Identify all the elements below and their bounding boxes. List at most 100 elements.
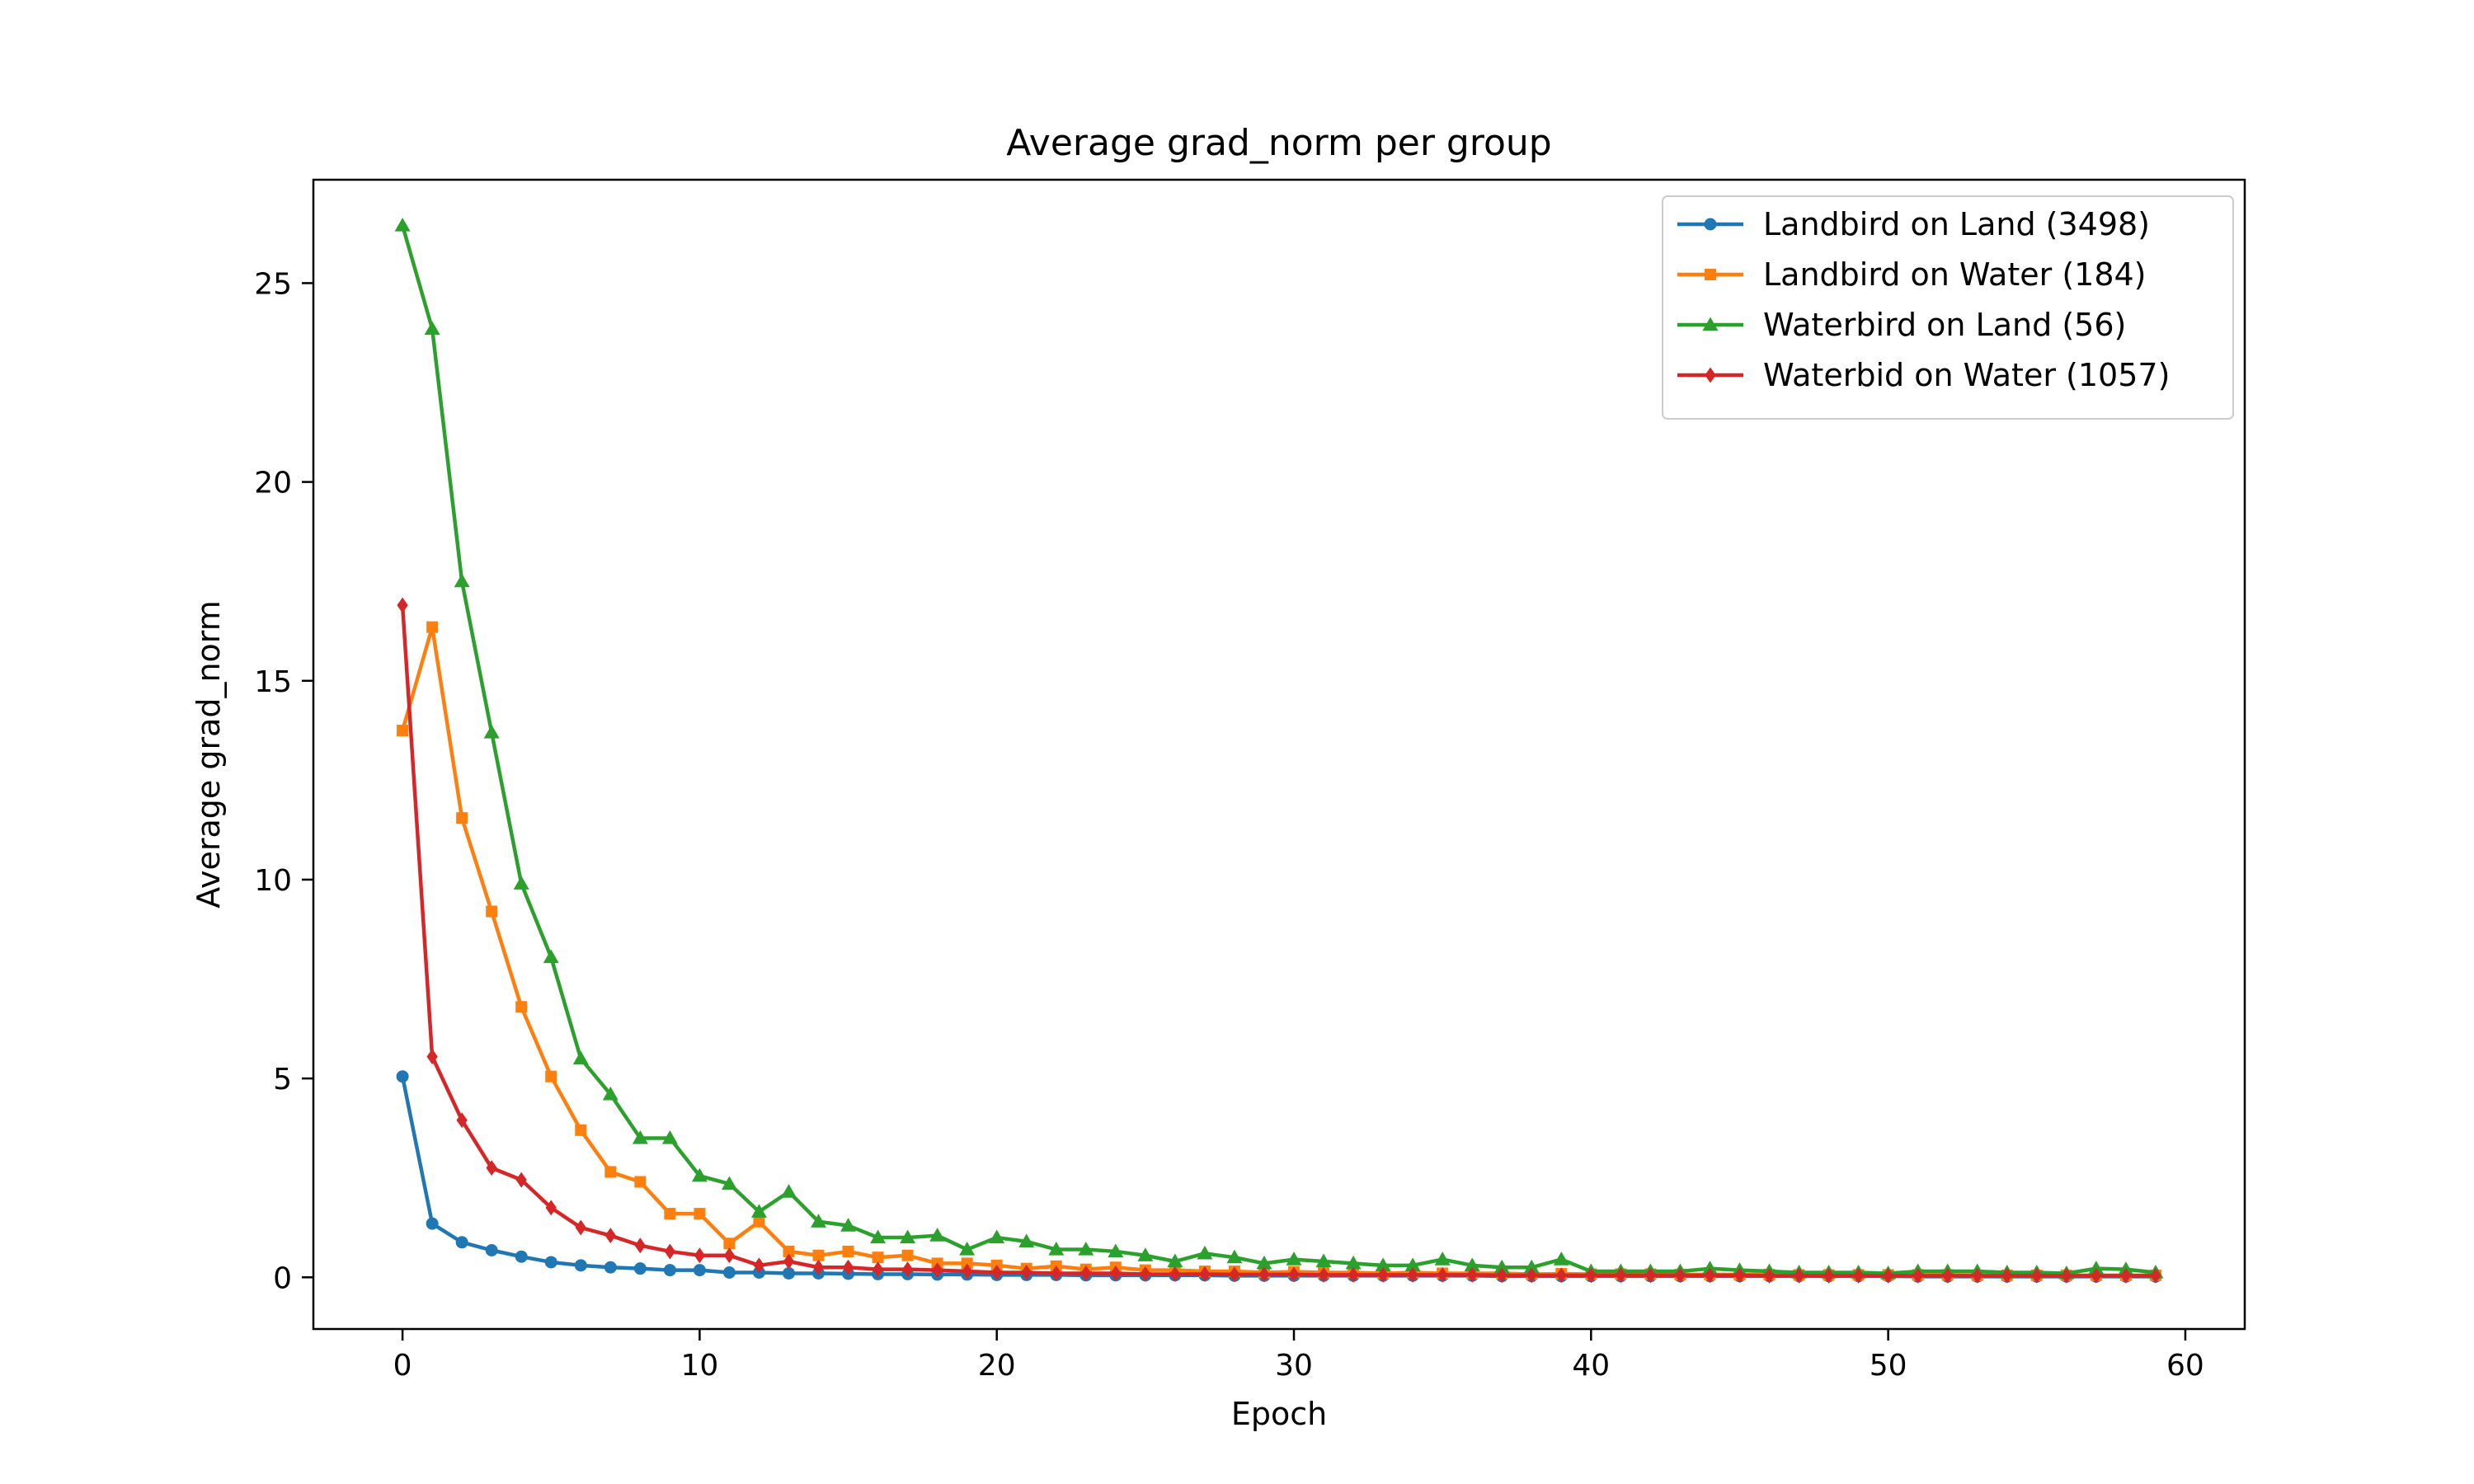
legend-label: Landbird on Water (184) (1763, 256, 2147, 293)
y-tick-label: 0 (273, 1261, 292, 1295)
data-point (1288, 1266, 1300, 1283)
data-point (634, 1237, 646, 1254)
data-point (1972, 1267, 1983, 1284)
data-point (1169, 1266, 1181, 1282)
data-point (1493, 1259, 1510, 1274)
data-point (1167, 1253, 1183, 1268)
data-point (812, 1249, 825, 1261)
data-point (575, 1124, 587, 1136)
plot-frame (312, 178, 2246, 1331)
data-point (1051, 1265, 1062, 1281)
data-point (1048, 1242, 1065, 1256)
data-point (515, 1172, 527, 1188)
data-point (812, 1259, 825, 1275)
data-point (634, 1176, 647, 1188)
data-point (454, 573, 470, 588)
data-point (483, 724, 500, 739)
data-point (1199, 1266, 1211, 1282)
data-point (456, 812, 468, 824)
data-point (723, 1247, 736, 1264)
x-tick-label: 40 (1572, 1349, 1610, 1383)
x-tick-label: 30 (1275, 1349, 1313, 1383)
data-point (2150, 1267, 2161, 1284)
data-point (1674, 1267, 1686, 1284)
data-point (456, 1112, 468, 1129)
data-point (426, 621, 439, 633)
data-point (961, 1257, 973, 1270)
data-point (1704, 1267, 1716, 1284)
data-point (1496, 1267, 1507, 1284)
data-point (1585, 1267, 1597, 1284)
x-tick-label: 60 (2166, 1349, 2204, 1383)
data-point (1226, 1249, 1243, 1264)
data-point (572, 1050, 589, 1065)
data-point (783, 1253, 795, 1270)
legend-box (1662, 195, 2234, 420)
data-point (1286, 1252, 1302, 1266)
data-point (962, 1263, 973, 1280)
data-point (604, 1166, 617, 1178)
data-point (989, 1229, 1005, 1244)
data-point (515, 1250, 528, 1263)
series-4 (397, 597, 2161, 1284)
data-point (1229, 1266, 1240, 1283)
data-point (2001, 1267, 2013, 1284)
data-point (632, 1129, 648, 1144)
data-point (753, 1215, 765, 1228)
data-point (1140, 1266, 1151, 1282)
legend-entry: Waterbid on Water (1057) (1677, 357, 2170, 393)
data-point (811, 1214, 827, 1228)
data-point (929, 1228, 946, 1242)
legend-label: Waterbid on Water (1057) (1763, 357, 2170, 393)
legend: Landbird on Land (3498) Landbird on Water… (1662, 195, 2234, 420)
x-tick-label: 50 (1870, 1349, 1907, 1383)
legend-entry: Waterbird on Land (56) (1677, 307, 2126, 343)
data-point (959, 1242, 976, 1256)
data-point (1763, 1267, 1776, 1284)
x-tick-label: 20 (978, 1349, 1016, 1383)
legend-label: Landbird on Land (3498) (1763, 206, 2150, 242)
data-point (574, 1259, 587, 1272)
data-point (544, 1256, 557, 1269)
plot-series (394, 217, 2164, 1284)
data-point (1377, 1266, 1389, 1283)
data-point (1852, 1267, 1865, 1284)
y-axis-label: Average grad_norm (190, 600, 227, 909)
legend-entry: Landbird on Water (184) (1677, 256, 2147, 293)
data-point (722, 1266, 736, 1280)
data-point (931, 1262, 943, 1279)
y-tick-label: 5 (273, 1063, 292, 1097)
data-point (753, 1257, 765, 1274)
data-point (664, 1243, 676, 1260)
y-tick-label: 10 (254, 864, 292, 898)
data-point (2091, 1267, 2102, 1284)
data-point (575, 1219, 586, 1236)
data-point (1345, 1255, 1362, 1270)
data-point (2031, 1267, 2043, 1284)
data-point (872, 1261, 884, 1278)
x-axis-label: Epoch (1231, 1396, 1327, 1432)
legend-label: Waterbird on Land (56) (1763, 307, 2126, 343)
data-point (515, 1001, 528, 1013)
data-point (633, 1262, 647, 1275)
data-point (1407, 1266, 1418, 1283)
data-point (2061, 1267, 2072, 1284)
data-point (604, 1228, 616, 1244)
legend-swatch-marker (1702, 317, 1719, 331)
data-point (1644, 1267, 1657, 1284)
data-point (1021, 1265, 1032, 1281)
data-point (1018, 1233, 1035, 1248)
data-point (870, 1229, 887, 1244)
legend-swatch-marker (1705, 367, 1716, 383)
data-point (1555, 1267, 1567, 1284)
data-point (782, 1266, 795, 1280)
data-point (694, 1247, 706, 1264)
data-point (1823, 1267, 1835, 1284)
data-point (545, 1070, 557, 1082)
data-point (1318, 1266, 1329, 1283)
data-point (780, 1184, 797, 1198)
data-point (872, 1252, 884, 1264)
data-point (1882, 1267, 1894, 1284)
data-point (1615, 1267, 1627, 1284)
